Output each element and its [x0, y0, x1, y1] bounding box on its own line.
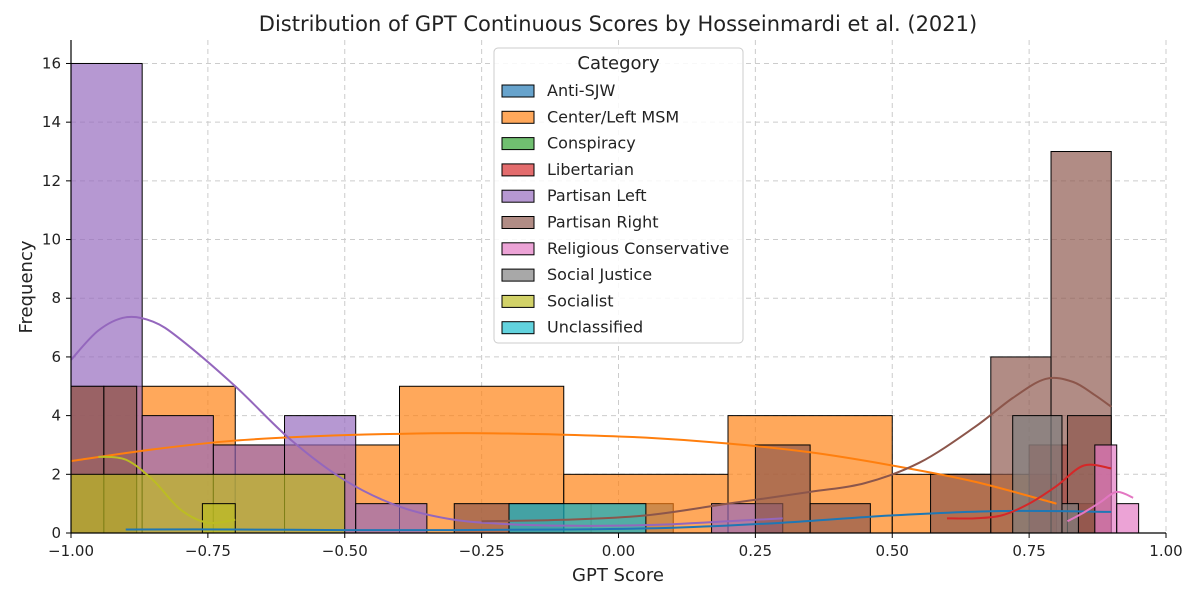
legend-swatch-partisan-left: [501, 189, 535, 203]
bar-socialist: [201, 503, 236, 534]
legend: Category Anti-SJW Center/Left MSM Conspirac…: [493, 47, 744, 344]
x-tick-label: −0.25: [459, 542, 505, 560]
y-tick-label: 12: [42, 172, 61, 190]
legend-label-partisan-right: Partisan Right: [547, 213, 659, 232]
legend-swatch-social-justice: [501, 268, 535, 282]
legend-swatch-center-left-msm: [501, 110, 535, 124]
legend-label-conspiracy: Conspiracy: [547, 134, 636, 153]
kde-libertarian: [946, 463, 1112, 520]
legend-swatch-religious-conservative: [501, 242, 535, 256]
legend-swatch-socialist: [501, 294, 535, 308]
kde-socialist: [98, 455, 236, 525]
bar-social-justice: [1012, 415, 1063, 534]
y-tick-label: 4: [51, 407, 61, 425]
legend-label-center-left-msm: Center/Left MSM: [547, 107, 679, 126]
bar-religious-conservative: [1116, 503, 1140, 534]
kde-center-left-msm: [70, 432, 1057, 505]
x-tick-label: −0.75: [185, 542, 231, 560]
kde-anti-sjw: [125, 509, 1112, 532]
y-tick-label: 8: [51, 289, 61, 307]
bar-social-justice: [1061, 503, 1079, 534]
kde-partisan-left: [70, 315, 783, 527]
bar-partisan-right: [453, 503, 510, 534]
kde-curves: [70, 315, 1134, 532]
legend-label-libertarian: Libertarian: [547, 160, 634, 179]
bar-partisan-left: [355, 503, 428, 534]
legend-label-anti-sjw: Anti-SJW: [547, 81, 615, 100]
x-tick-label: 1.00: [1149, 542, 1182, 560]
legend-swatch-unclassified: [501, 321, 535, 335]
kde-religious-conservative: [1066, 490, 1134, 523]
x-tick-label: 0.75: [1012, 542, 1045, 560]
x-tick-label: −0.50: [322, 542, 368, 560]
x-tick-label: 0.25: [739, 542, 772, 560]
y-tick-label: 10: [42, 231, 61, 249]
legend-swatch-libertarian: [501, 163, 535, 177]
legend-label-unclassified: Unclassified: [547, 318, 643, 337]
histogram-bars: [70, 62, 1140, 534]
y-tick-label: 14: [42, 113, 61, 131]
legend-label-social-justice: Social Justice: [547, 265, 652, 284]
legend-label-partisan-left: Partisan Left: [547, 186, 647, 205]
legend-swatch-conspiracy: [501, 137, 535, 151]
axes: −1.00 −0.75 −0.50 −0.25 0.00 0.25 0.50 0.75 1.00…: [42, 40, 1183, 560]
y-tick-label: 2: [51, 465, 61, 483]
legend-title: Category: [577, 53, 660, 74]
y-tick-label: 6: [51, 348, 61, 366]
legend-label-religious-conservative: Religious Conservative: [547, 239, 729, 258]
legend-swatch-anti-sjw: [501, 84, 535, 98]
bar-religious-conservative: [1094, 444, 1118, 534]
chart-title: Distribution of GPT Continuous Scores by…: [259, 12, 977, 36]
legend-frame: [493, 47, 744, 344]
y-tick-label: 16: [42, 54, 61, 72]
y-tick-label: 0: [51, 524, 61, 542]
x-tick-label: 0.50: [876, 542, 909, 560]
y-axis-title: Frequency: [16, 240, 37, 333]
legend-swatch-partisan-right: [501, 216, 535, 229]
legend-label-socialist: Socialist: [547, 291, 614, 310]
x-axis-title: GPT Score: [572, 565, 664, 586]
x-tick-label: 0.00: [602, 542, 635, 560]
x-tick-label: −1.00: [48, 542, 94, 560]
kde-partisan-right: [481, 376, 1112, 523]
